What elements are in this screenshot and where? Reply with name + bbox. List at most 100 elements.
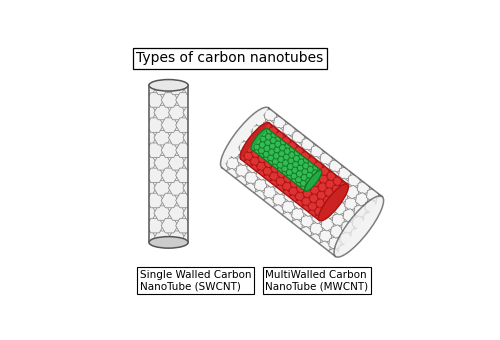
Polygon shape (256, 167, 268, 180)
Polygon shape (190, 243, 207, 258)
Polygon shape (348, 178, 356, 188)
Polygon shape (154, 231, 170, 245)
Polygon shape (302, 203, 315, 217)
Polygon shape (318, 241, 330, 254)
Polygon shape (176, 218, 192, 233)
Polygon shape (286, 169, 292, 176)
Polygon shape (321, 218, 334, 231)
Polygon shape (296, 171, 302, 177)
Polygon shape (140, 231, 156, 245)
Polygon shape (190, 218, 207, 233)
Polygon shape (212, 131, 228, 145)
Polygon shape (238, 147, 246, 156)
Ellipse shape (149, 237, 188, 248)
Polygon shape (330, 201, 338, 210)
Polygon shape (225, 168, 237, 182)
Polygon shape (260, 143, 272, 157)
Polygon shape (284, 148, 290, 155)
Polygon shape (246, 135, 255, 145)
Polygon shape (285, 166, 294, 175)
Polygon shape (132, 193, 149, 208)
Text: Single Walled Carbon
NanoTube (SWCNT): Single Walled Carbon NanoTube (SWCNT) (140, 270, 251, 291)
Polygon shape (378, 184, 390, 197)
Polygon shape (323, 206, 336, 219)
Polygon shape (278, 158, 290, 171)
Polygon shape (302, 168, 308, 175)
Polygon shape (264, 145, 270, 152)
Polygon shape (312, 133, 325, 147)
Polygon shape (284, 111, 297, 125)
Polygon shape (303, 189, 312, 198)
Polygon shape (161, 193, 178, 208)
Polygon shape (250, 156, 259, 166)
Polygon shape (290, 146, 296, 153)
Polygon shape (247, 159, 260, 173)
Polygon shape (282, 136, 290, 146)
Polygon shape (140, 105, 156, 120)
Polygon shape (190, 93, 207, 107)
Polygon shape (264, 186, 276, 199)
Polygon shape (314, 199, 326, 212)
Polygon shape (310, 182, 316, 188)
Polygon shape (287, 149, 296, 159)
Polygon shape (176, 143, 192, 157)
Polygon shape (276, 123, 285, 133)
Polygon shape (359, 169, 372, 183)
Polygon shape (301, 205, 310, 214)
Polygon shape (266, 128, 272, 134)
Polygon shape (281, 171, 287, 178)
Polygon shape (190, 168, 207, 183)
Polygon shape (272, 155, 281, 165)
Polygon shape (168, 131, 185, 145)
Polygon shape (283, 128, 292, 137)
Polygon shape (300, 159, 309, 169)
Polygon shape (255, 101, 268, 115)
Polygon shape (321, 212, 330, 221)
Polygon shape (260, 136, 266, 142)
Text: MultiWalled Carbon
NanoTube (MWCNT): MultiWalled Carbon NanoTube (MWCNT) (266, 270, 368, 291)
Polygon shape (295, 184, 308, 198)
Polygon shape (288, 195, 296, 204)
Polygon shape (337, 178, 349, 191)
Polygon shape (236, 155, 245, 164)
Polygon shape (315, 207, 324, 216)
Ellipse shape (149, 80, 188, 91)
Polygon shape (310, 186, 320, 195)
Polygon shape (254, 138, 261, 144)
Polygon shape (154, 206, 170, 220)
Polygon shape (168, 155, 185, 170)
Polygon shape (348, 174, 360, 187)
Polygon shape (228, 145, 241, 158)
Polygon shape (132, 118, 149, 132)
Polygon shape (313, 164, 319, 171)
Polygon shape (327, 248, 340, 261)
Polygon shape (204, 243, 222, 258)
Polygon shape (342, 220, 354, 234)
Polygon shape (245, 143, 254, 153)
Polygon shape (275, 141, 281, 148)
Polygon shape (262, 197, 274, 211)
Polygon shape (291, 173, 298, 180)
Polygon shape (274, 139, 283, 149)
Polygon shape (336, 190, 348, 203)
Polygon shape (154, 181, 170, 195)
Polygon shape (290, 133, 298, 142)
Polygon shape (288, 141, 297, 151)
Polygon shape (270, 143, 276, 150)
Polygon shape (334, 176, 342, 186)
Polygon shape (253, 150, 260, 156)
Polygon shape (286, 175, 292, 182)
Polygon shape (298, 159, 304, 166)
Polygon shape (241, 123, 348, 220)
Polygon shape (161, 218, 178, 233)
Polygon shape (264, 113, 272, 122)
Polygon shape (218, 149, 230, 163)
Polygon shape (226, 157, 239, 170)
Polygon shape (267, 160, 273, 167)
Polygon shape (204, 168, 222, 183)
Polygon shape (270, 139, 283, 152)
Polygon shape (292, 163, 301, 172)
Polygon shape (317, 191, 326, 200)
Polygon shape (303, 126, 316, 139)
Polygon shape (198, 181, 214, 195)
